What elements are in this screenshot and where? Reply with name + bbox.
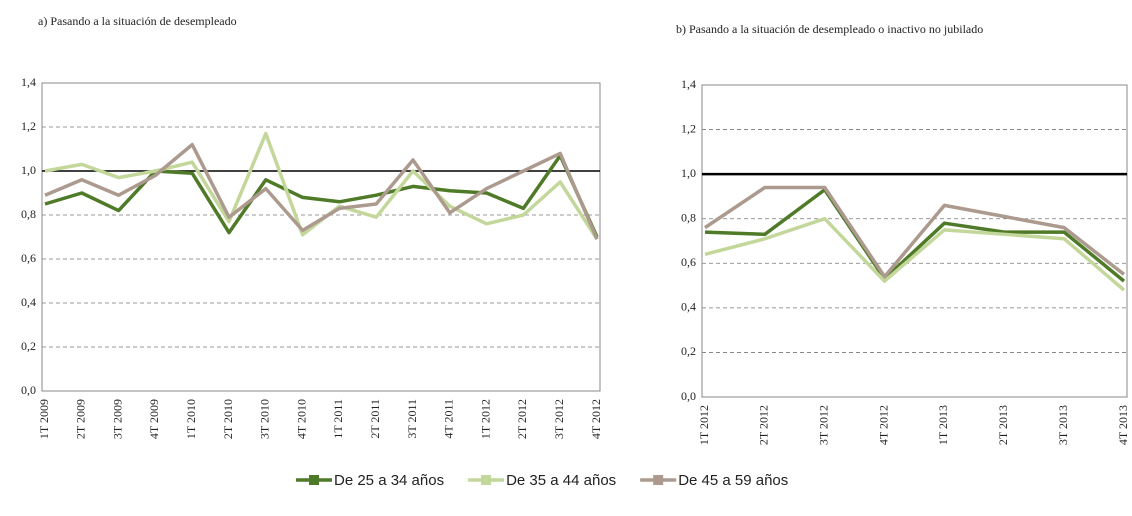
y-tick-label: 1,4: [681, 77, 696, 91]
x-tick-label: 1T 2011: [331, 399, 345, 439]
y-tick-label: 0,4: [681, 300, 696, 314]
x-tick-label: 2T 2009: [74, 399, 88, 439]
series-line: [44, 153, 599, 238]
y-tick-label: 1,2: [681, 121, 696, 135]
y-tick-label: 1,4: [21, 75, 36, 89]
x-tick-label: 2T 2012: [515, 399, 529, 439]
x-tick-label: 4T 2010: [294, 399, 308, 439]
y-tick-label: 1,0: [21, 163, 36, 177]
plot-area: [41, 82, 601, 392]
x-tick-label: 1T 2012: [697, 405, 711, 445]
legend-marker: [481, 475, 492, 485]
series-line: [44, 142, 599, 240]
legend-label: De 45 a 59 años: [678, 472, 788, 489]
x-tick-label: 2T 2012: [757, 405, 771, 445]
legend-label: De 25 a 34 años: [334, 472, 444, 489]
series-line: [704, 187, 1126, 283]
x-tick-label: 4T 2012: [876, 405, 890, 445]
x-tick-label: 4T 2011: [442, 399, 456, 439]
chart-title: b) Pasando a la situación de desempleado…: [676, 22, 983, 36]
x-tick-label: 1T 2009: [37, 399, 51, 439]
legend: De 25 a 34 años De 35 a 44 años De 45 a 59…: [296, 472, 788, 489]
y-tick-label: 0,8: [21, 207, 36, 221]
y-tick-label: 0,6: [21, 251, 36, 265]
x-tick-label: 3T 2009: [110, 399, 124, 439]
x-tick-label: 1T 2013: [936, 405, 950, 445]
y-tick-label: 0,4: [21, 295, 36, 309]
x-tick-label: 2T 2010: [221, 399, 235, 439]
x-tick-label: 3T 2010: [258, 399, 272, 439]
y-tick-label: 0,0: [681, 389, 696, 403]
x-tick-label: 3T 2012: [816, 405, 830, 445]
y-tick-label: 1,2: [21, 119, 36, 133]
plot-area: [701, 84, 1128, 398]
y-tick-label: 0,2: [681, 344, 696, 358]
legend-marker: [309, 475, 319, 485]
y-tick-label: 0,2: [21, 339, 36, 353]
x-tick-label: 4T 2013: [1116, 405, 1130, 445]
x-tick-label: 2T 2013: [996, 405, 1010, 445]
legend-label: De 35 a 44 años: [506, 472, 616, 489]
x-tick-label: 3T 2012: [552, 399, 566, 439]
x-tick-label: 3T 2011: [405, 399, 419, 439]
x-tick-label: 4T 2009: [147, 399, 161, 439]
y-tick-label: 0,8: [681, 210, 696, 224]
x-tick-label: 2T 2011: [368, 399, 382, 439]
series-line: [704, 185, 1126, 279]
series-line: [704, 216, 1126, 292]
series-line: [44, 131, 599, 241]
x-tick-label: 1T 2010: [184, 399, 198, 439]
x-tick-label: 4T 2012: [589, 399, 603, 439]
x-tick-label: 1T 2012: [478, 399, 492, 439]
x-tick-label: 3T 2013: [1056, 405, 1070, 445]
y-tick-label: 0,6: [681, 255, 696, 269]
chart-title: a) Pasando a la situación de desempleado: [38, 14, 237, 28]
legend-marker: [653, 475, 664, 485]
y-tick-label: 0,0: [21, 383, 36, 397]
y-tick-label: 1,0: [681, 166, 696, 180]
